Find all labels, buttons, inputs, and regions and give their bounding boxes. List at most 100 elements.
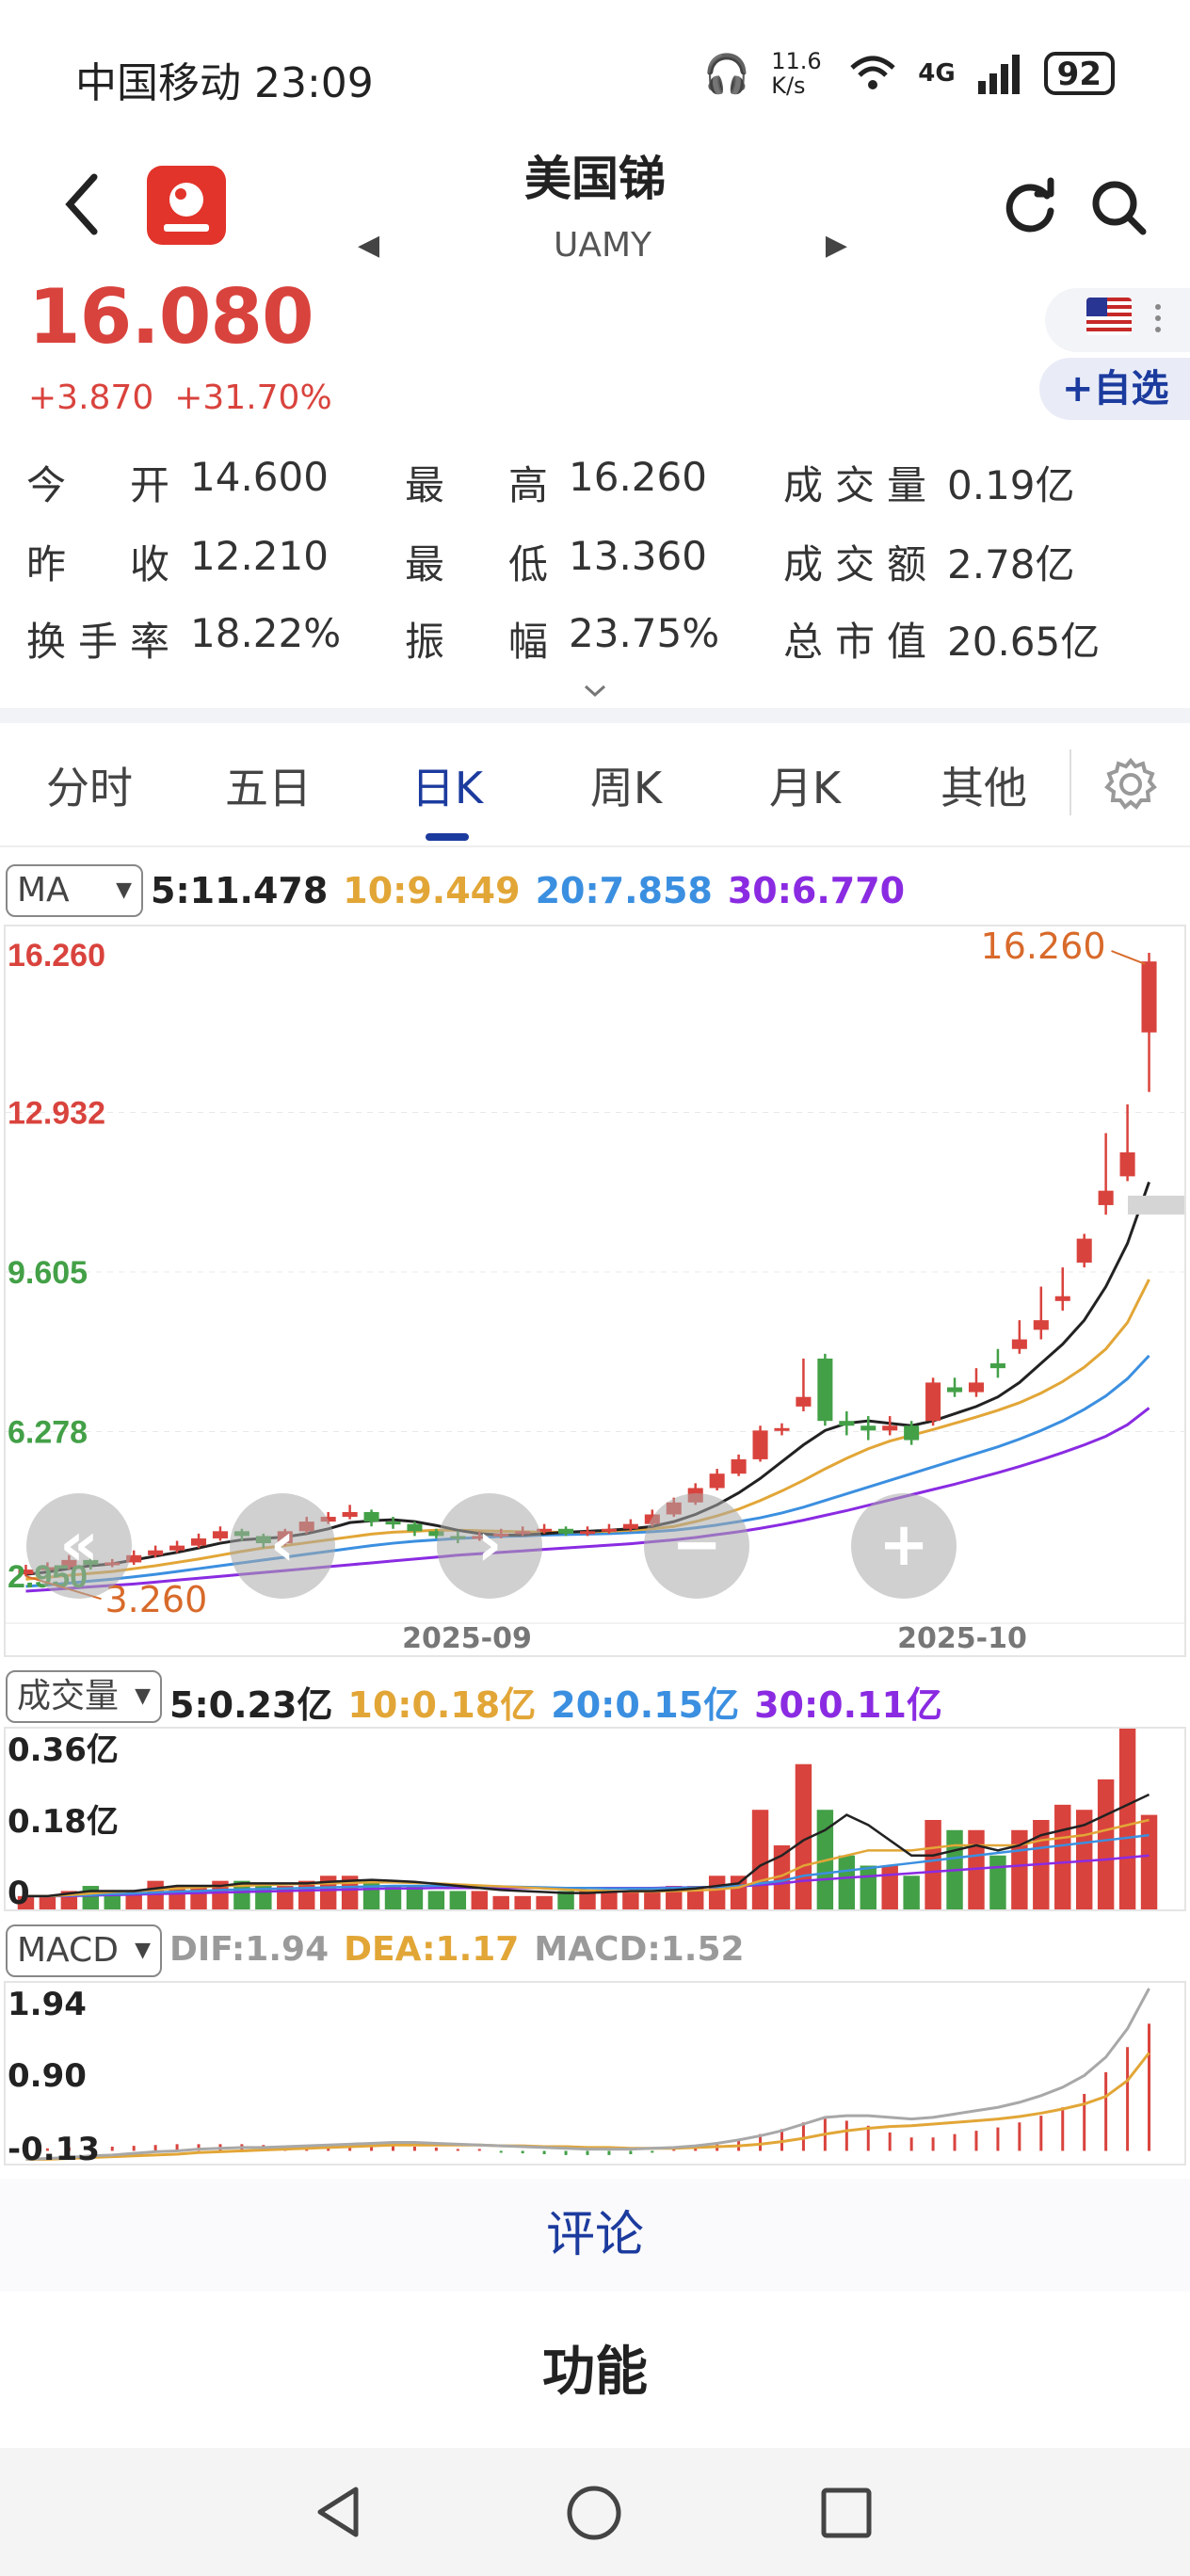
quote-label: 今开 <box>26 462 169 508</box>
quote-cell: 成交额 2.78亿 <box>783 533 1162 590</box>
back-icon[interactable] <box>58 171 105 237</box>
add-watchlist-button[interactable]: +自选 <box>1039 358 1190 420</box>
volume-bar <box>601 1891 618 1909</box>
price-change: +3.870 +31.70% <box>28 378 332 417</box>
next-button[interactable]: › <box>437 1493 542 1599</box>
tab-其他[interactable]: 其他 <box>941 763 1027 813</box>
x-axis-label: 2025-10 <box>897 1622 1027 1655</box>
quote-value: 20.65亿 <box>947 619 1101 665</box>
quote-label: 换手率 <box>26 619 169 665</box>
chevron-down-icon[interactable] <box>582 682 608 700</box>
next-stock-icon[interactable]: ▶ <box>825 229 847 262</box>
candle <box>925 1382 941 1422</box>
dif-line <box>25 1988 1150 2161</box>
ma20-value: 20:7.858 <box>535 870 713 911</box>
indicator-select-label: MA <box>17 871 70 910</box>
candle <box>622 1523 638 1529</box>
candle <box>1054 1296 1070 1301</box>
quote-cell: 最低 13.360 <box>405 533 783 590</box>
tab-五日[interactable]: 五日 <box>225 763 312 813</box>
quote-label: 成交额 <box>783 541 926 588</box>
quote-value: 12.210 <box>190 533 329 579</box>
button-circle <box>437 1493 542 1599</box>
tab-日K[interactable]: 日K <box>358 754 537 841</box>
y-axis-label: 12.932 <box>8 1096 105 1132</box>
indicator-select-macd[interactable]: MACD ▼ <box>6 1924 162 1977</box>
candle <box>320 1517 336 1522</box>
prev-stock-icon[interactable]: ◀ <box>358 229 380 262</box>
search-icon[interactable] <box>1088 177 1149 237</box>
button-glyph: − <box>671 1510 722 1580</box>
volume-bar <box>406 1886 424 1909</box>
candle <box>407 1523 423 1532</box>
quote-label: 最高 <box>405 462 548 508</box>
candle <box>1098 1190 1114 1205</box>
candle <box>1033 1320 1049 1330</box>
candle <box>904 1425 920 1441</box>
tab-周K[interactable]: 周K <box>589 763 663 813</box>
dea-value: DEA:1.17 <box>344 1930 520 1969</box>
button-circle <box>26 1493 132 1599</box>
quote-value: 18.22% <box>190 610 342 656</box>
vol-axis-label: 0.36亿 <box>8 1731 119 1769</box>
nav-back-icon[interactable] <box>311 2484 367 2540</box>
candle <box>882 1425 898 1431</box>
volume-bar <box>989 1855 1006 1909</box>
vol-ma20-value: 20:0.15亿 <box>551 1684 740 1726</box>
volume-bar <box>147 1880 164 1909</box>
nav-recents-icon[interactable] <box>819 2486 874 2540</box>
zoom-in-button[interactable]: + <box>851 1493 957 1599</box>
prev-button[interactable]: ‹ <box>230 1493 335 1599</box>
vol-axis-label: 0.18亿 <box>8 1803 119 1841</box>
vol-ma5-value: 5:0.23亿 <box>169 1684 333 1726</box>
macd-chart[interactable]: 1.94 0.90 -0.13 <box>4 1981 1186 2165</box>
button-glyph: › <box>477 1510 502 1580</box>
volume-bar <box>881 1865 898 1909</box>
tab-月K[interactable]: 月K <box>768 763 842 813</box>
candle <box>774 1427 790 1431</box>
ticker-symbol: UAMY <box>553 226 652 265</box>
tab-分时[interactable]: 分时 <box>46 763 133 813</box>
quote-row: 昨收 12.210 最低 13.360 成交额 2.78亿 <box>26 533 1190 590</box>
candle <box>752 1430 768 1459</box>
volume-bar <box>492 1895 509 1909</box>
volume-bar <box>233 1880 250 1909</box>
volume-bar <box>686 1886 704 1909</box>
ma30-value: 30:6.770 <box>727 870 906 911</box>
refresh-icon[interactable] <box>1000 177 1060 237</box>
comment-tab[interactable]: 评论 <box>0 2179 1190 2292</box>
candle <box>558 1528 574 1534</box>
candle <box>537 1528 553 1532</box>
high-marker: 16.260 <box>981 926 1106 967</box>
active-tab-underline <box>426 833 469 841</box>
nav-home-icon[interactable] <box>565 2484 623 2542</box>
vol-ma20-line <box>25 1833 1150 1898</box>
quote-value: 13.360 <box>569 533 707 579</box>
vol-ma30-value: 30:0.11亿 <box>754 1684 942 1726</box>
more-icon[interactable] <box>1152 299 1164 337</box>
high-marker-line <box>1111 950 1146 965</box>
indicator-select-volume[interactable]: 成交量 ▼ <box>6 1670 162 1723</box>
candle <box>1011 1339 1027 1349</box>
volume-bar <box>838 1855 856 1909</box>
tab-divider <box>1069 749 1071 815</box>
volume-bar <box>1054 1804 1071 1909</box>
function-tab[interactable]: 功能 <box>0 2297 1190 2448</box>
dif-value: DIF:1.94 <box>169 1930 330 1969</box>
last-price: 16.080 <box>28 273 314 361</box>
scroll-left-button[interactable]: « <box>26 1493 132 1599</box>
volume-chart[interactable]: 0.36亿 0.18亿 0 <box>4 1727 1186 1911</box>
gear-icon[interactable] <box>1100 753 1162 815</box>
candle <box>709 1473 725 1489</box>
volume-bar <box>1097 1779 1115 1909</box>
quote-label: 最低 <box>405 541 548 588</box>
volume-bar <box>968 1829 985 1909</box>
price-tag <box>1128 1195 1184 1215</box>
indicator-select-ma[interactable]: MA ▼ <box>6 864 143 917</box>
candle <box>947 1387 963 1393</box>
volume-bar <box>903 1876 920 1909</box>
kline-chart[interactable]: 16.26012.9329.6056.2782.9502025-092025-1… <box>4 925 1186 1657</box>
zoom-out-button[interactable]: − <box>644 1493 749 1599</box>
candle <box>1141 961 1157 1033</box>
vol-axis-label: 0 <box>8 1875 30 1911</box>
